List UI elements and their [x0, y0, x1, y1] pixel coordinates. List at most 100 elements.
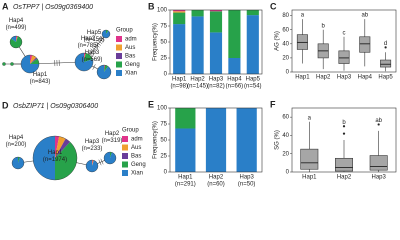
legend-swatch: [122, 136, 128, 142]
node-count: (n=233): [82, 146, 103, 152]
outlier: [384, 46, 387, 49]
box: [338, 50, 350, 64]
significance-letter: b: [322, 23, 326, 29]
y-tick-label: 25: [160, 154, 167, 160]
x-count-label: (n=82): [207, 84, 225, 90]
mutation-tick: [89, 50, 95, 55]
significance-letter: ab: [375, 118, 382, 124]
y-axis-label: SG (%): [275, 130, 281, 150]
significance-letter: a: [308, 115, 312, 121]
box: [359, 36, 371, 53]
bar-segment: [205, 108, 227, 172]
bar-segment: [228, 10, 241, 58]
node-count: (n=843): [30, 79, 51, 85]
node-count: (n=785): [78, 43, 99, 49]
node-count: (n=200): [6, 142, 27, 148]
pie-slice: [84, 53, 86, 62]
bar-segment: [246, 15, 259, 75]
y-tick-label: 80: [282, 13, 289, 19]
bar-segment: [175, 128, 196, 172]
bar-segment: [209, 32, 223, 74]
mutation-tick: [91, 46, 97, 51]
mutation-tick: [92, 64, 96, 70]
mutation-tick: [93, 45, 99, 50]
legend-label: Bas: [125, 54, 135, 60]
pie-slice: [84, 53, 86, 62]
pie-slice: [106, 30, 109, 34]
x-count-label: (n=50): [238, 182, 256, 188]
bar-segment: [191, 10, 204, 17]
mutation-tick: [98, 159, 102, 166]
outlier: [377, 123, 380, 126]
node-label: Hap5: [87, 30, 102, 36]
node-label: Hap3: [85, 139, 100, 145]
bar-segment: [236, 108, 257, 172]
x-count-label: (n=66): [226, 84, 244, 90]
y-tick-label: 100: [157, 106, 168, 112]
y-tick-label: 50: [160, 40, 167, 46]
node-count: (n=499): [6, 25, 27, 31]
legend-swatch: [116, 53, 122, 59]
pie-slice: [21, 55, 39, 73]
node-outline: [85, 159, 99, 173]
legend-swatch: [116, 70, 122, 76]
x-tick-label: Hap1: [178, 175, 193, 181]
y-tick-label: 60: [282, 115, 289, 121]
y-tick-label: 40: [282, 133, 289, 139]
node-count: (n=319): [102, 138, 123, 144]
panel-letter: F: [270, 99, 276, 109]
node-label: Hap3: [85, 50, 100, 56]
legend-label: Xian: [125, 71, 137, 77]
x-tick-label: Hap2: [316, 75, 331, 81]
legend-swatch: [116, 61, 122, 68]
outlier: [342, 125, 346, 128]
legend-title: Group: [122, 128, 139, 134]
pie-slice: [104, 65, 109, 72]
pie-slice: [104, 152, 117, 164]
node-outline: [32, 135, 78, 181]
bar-segment: [209, 11, 223, 33]
node-outline: [11, 156, 25, 170]
x-count-label: (n=60): [207, 182, 225, 188]
box: [369, 155, 388, 171]
y-tick-label: 0: [286, 70, 290, 76]
x-count-label: (n=145): [187, 84, 208, 90]
x-count-label: (n=98): [170, 84, 188, 90]
pie-slice: [104, 65, 105, 72]
box: [300, 148, 319, 170]
pie-slice: [92, 160, 94, 166]
bar-segment: [173, 24, 186, 74]
x-tick-label: Hap3: [337, 75, 352, 81]
node-count: (n=156): [84, 37, 105, 43]
legend-title: Group: [116, 28, 133, 34]
legend-label: Bas: [131, 154, 141, 160]
y-axis-label: Frequency(%): [153, 121, 159, 159]
box: [335, 157, 353, 172]
outlier: [342, 132, 346, 135]
plot-frame: [169, 107, 263, 173]
x-tick-label: Hap1: [172, 77, 187, 83]
pie-slice: [11, 36, 16, 42]
mutation-tick: [94, 43, 100, 48]
y-tick-label: 0: [164, 72, 168, 78]
node-outline: [20, 54, 40, 74]
node-label: Hap1: [48, 150, 63, 156]
bar-segment: [246, 10, 259, 16]
plot-frame: [291, 9, 397, 73]
pie-slice: [55, 141, 77, 180]
y-tick-label: 0: [164, 170, 168, 176]
pie-slice: [55, 136, 60, 158]
bar-segment: [173, 12, 186, 25]
pie-slice: [16, 36, 18, 42]
pie-slice: [10, 36, 23, 48]
node-outline: [101, 29, 111, 39]
panel-letter: A: [2, 1, 9, 11]
bar-segment: [173, 10, 186, 12]
pie-slice: [30, 58, 39, 64]
significance-letter: c: [343, 30, 346, 36]
legend-swatch: [122, 144, 128, 151]
pie-slice: [18, 157, 20, 163]
y-tick-label: 20: [282, 55, 289, 61]
pie-slice: [55, 136, 66, 158]
mutation-tick: [95, 41, 101, 46]
